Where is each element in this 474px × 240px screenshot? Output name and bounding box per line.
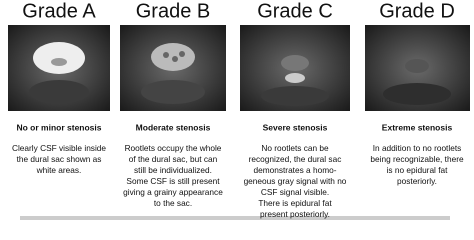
stenosis-label: Moderate stenosis	[136, 122, 211, 132]
description-line: In addition to no rootlets	[373, 143, 462, 153]
caption-blur	[20, 216, 450, 220]
stenosis-label: No or minor stenosis	[16, 122, 101, 132]
grade-title: Grade B	[136, 0, 210, 22]
description-line: giving a grainy appearance	[123, 187, 223, 197]
description-line: being recognizable, there	[370, 154, 464, 164]
description-line: CSF signal visible.	[261, 187, 329, 197]
stenosis-label: Extreme stenosis	[382, 122, 453, 132]
description-line: recognized, the dural sac	[249, 154, 342, 164]
stenosis-label: Severe stenosis	[263, 122, 328, 132]
description-line: present posteriorly.	[260, 209, 330, 219]
description-line: of the dural sac, but can	[129, 154, 218, 164]
description-line: still be individualized.	[134, 165, 212, 175]
mri-c	[240, 25, 350, 111]
description-line: Rootlets occupy the whole	[125, 143, 222, 153]
grade-title: Grade C	[257, 0, 333, 22]
description-line: demonstrates a homo-	[253, 165, 336, 175]
description-line: white areas.	[36, 165, 82, 175]
description-line: the dural sac shown as	[17, 154, 102, 164]
description-line: posteriorly.	[397, 176, 437, 186]
figure: Grade A No or minor stenosis Clearly CSF v…	[8, 0, 470, 220]
description-line: geneous gray signal with no	[244, 176, 347, 186]
mri-a	[8, 25, 110, 111]
description-line: Some CSF is still present	[126, 176, 220, 186]
mri-b	[120, 25, 226, 111]
description-line: No rootlets can be	[261, 143, 329, 153]
grade-title: Grade A	[22, 0, 96, 22]
description-line: to the sac.	[154, 198, 192, 208]
grade-title: Grade D	[379, 0, 455, 22]
description-line: There is epidural fat	[258, 198, 332, 208]
description-line: Clearly CSF visible inside	[12, 143, 106, 153]
mri-d	[365, 25, 470, 111]
figure-svg: Grade A No or minor stenosis Clearly CSF v…	[8, 0, 470, 220]
description-line: is no epidural fat	[387, 165, 449, 175]
